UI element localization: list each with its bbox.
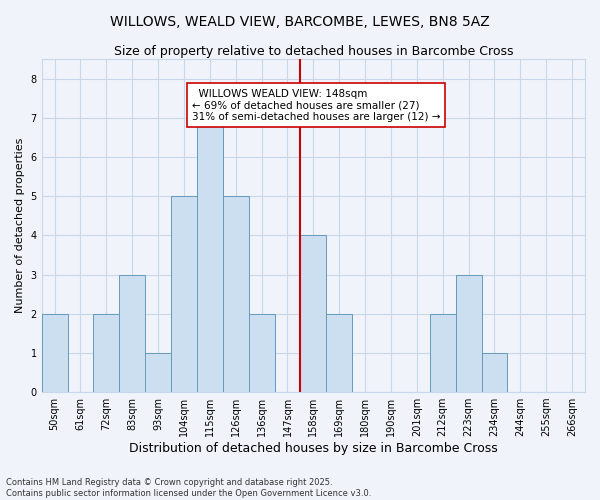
Bar	[301, 236, 326, 392]
Bar	[119, 274, 145, 392]
Bar	[430, 314, 455, 392]
Text: Contains HM Land Registry data © Crown copyright and database right 2025.
Contai: Contains HM Land Registry data © Crown c…	[6, 478, 371, 498]
Bar	[455, 274, 482, 392]
Bar	[326, 314, 352, 392]
Bar	[197, 118, 223, 392]
Text: WILLOWS WEALD VIEW: 148sqm
← 69% of detached houses are smaller (27)
31% of semi: WILLOWS WEALD VIEW: 148sqm ← 69% of deta…	[192, 88, 440, 122]
Title: Size of property relative to detached houses in Barcombe Cross: Size of property relative to detached ho…	[113, 45, 513, 58]
Bar	[94, 314, 119, 392]
X-axis label: Distribution of detached houses by size in Barcombe Cross: Distribution of detached houses by size …	[129, 442, 498, 455]
Bar	[248, 314, 275, 392]
Text: WILLOWS, WEALD VIEW, BARCOMBE, LEWES, BN8 5AZ: WILLOWS, WEALD VIEW, BARCOMBE, LEWES, BN…	[110, 15, 490, 29]
Bar	[223, 196, 248, 392]
Bar	[41, 314, 68, 392]
Bar	[482, 353, 508, 392]
Bar	[145, 353, 171, 392]
Bar	[171, 196, 197, 392]
Y-axis label: Number of detached properties: Number of detached properties	[15, 138, 25, 314]
